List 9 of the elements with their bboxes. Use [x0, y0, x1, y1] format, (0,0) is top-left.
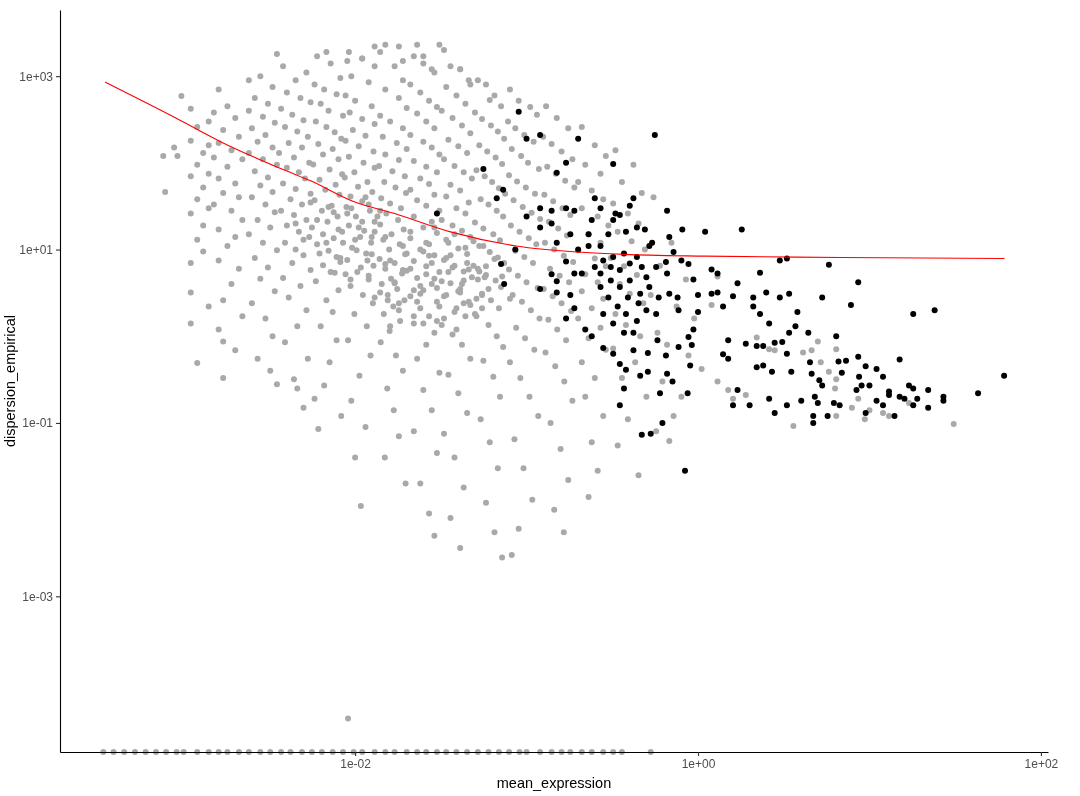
- y-tick-label: 1e-03: [22, 589, 54, 604]
- y-tick-label: 1e-01: [22, 416, 54, 431]
- x-tick-label: 1e+02: [1024, 756, 1059, 771]
- y-axis-title: dispersion_empirical: [2, 314, 18, 448]
- y-tick-label: 1e+01: [19, 242, 54, 257]
- x-tick-label: 1e-02: [340, 756, 372, 771]
- x-tick-label: 1e+00: [681, 756, 716, 771]
- x-axis-title: mean_expression: [496, 775, 612, 791]
- y-tick-label: 1e+03: [19, 69, 54, 84]
